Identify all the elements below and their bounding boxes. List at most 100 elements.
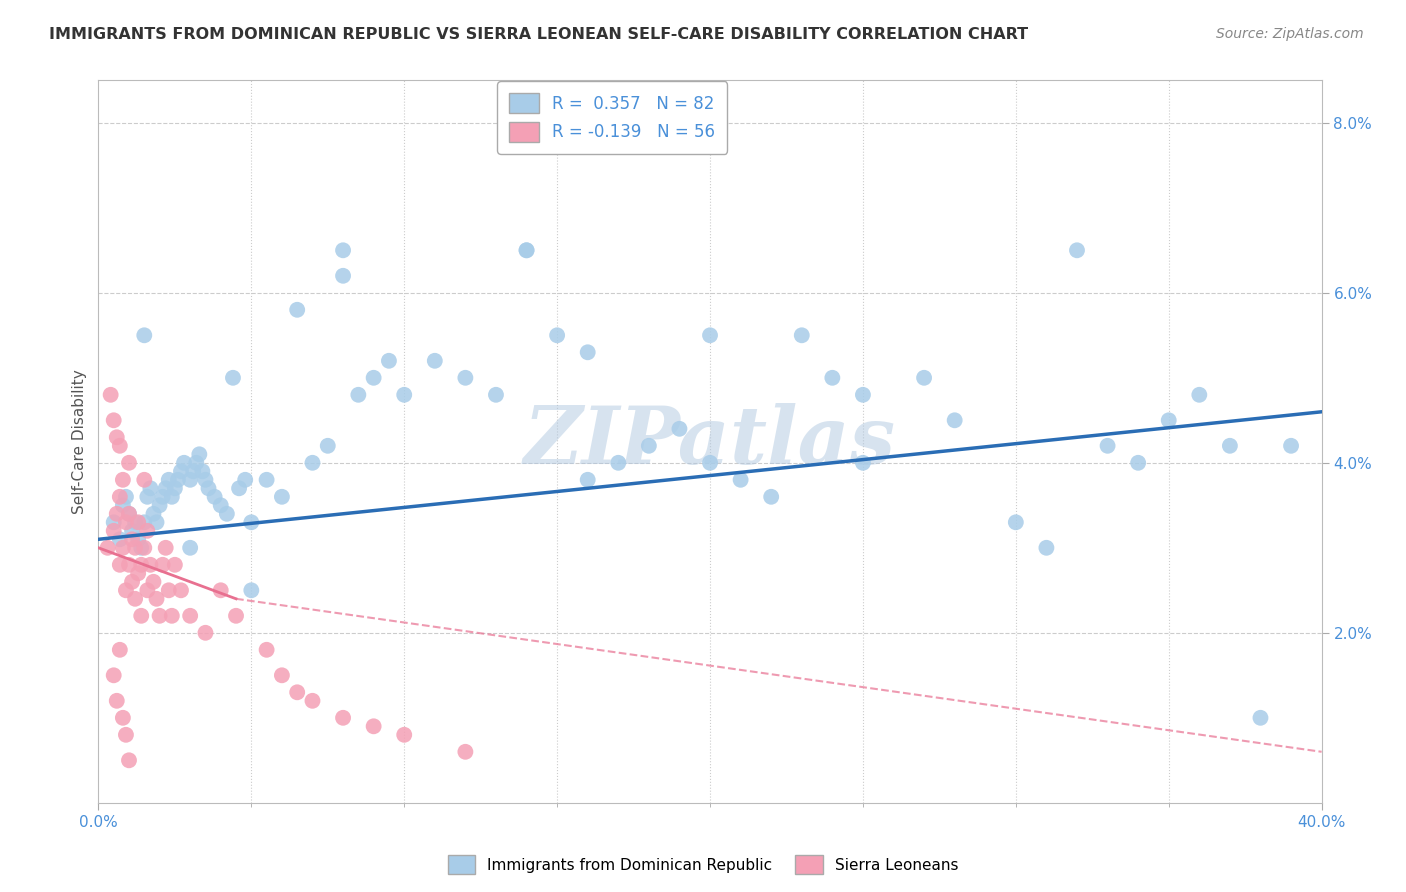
Point (121, 524, 143, 538)
Point (485, 388, 508, 402)
Point (142, 507, 165, 521)
Point (179, 541, 201, 555)
Point (197, 481, 219, 495)
Point (103, 516, 125, 530)
Point (347, 388, 370, 402)
Point (124, 591, 146, 606)
Point (1097, 439, 1119, 453)
Point (181, 464, 204, 478)
Point (316, 439, 339, 453)
Point (285, 685, 308, 699)
Point (127, 533, 149, 547)
Point (852, 456, 875, 470)
Point (179, 608, 201, 623)
Point (124, 541, 146, 555)
Point (136, 583, 159, 598)
Point (136, 490, 159, 504)
Point (118, 753, 141, 767)
Point (118, 507, 141, 521)
Point (179, 473, 201, 487)
Point (134, 541, 156, 555)
Point (134, 516, 156, 530)
Point (108, 490, 131, 504)
Point (105, 430, 128, 444)
Point (454, 745, 477, 759)
Legend: R =  0.357   N = 82, R = -0.139   N = 56: R = 0.357 N = 82, R = -0.139 N = 56 (498, 81, 727, 153)
Point (699, 456, 721, 470)
Text: IMMIGRANTS FROM DOMINICAN REPUBLIC VS SIERRA LEONEAN SELF-CARE DISABILITY CORREL: IMMIGRANTS FROM DOMINICAN REPUBLIC VS SI… (49, 27, 1028, 42)
Point (111, 711, 134, 725)
Point (378, 353, 401, 368)
Point (270, 490, 292, 504)
Point (127, 566, 149, 581)
Point (100, 388, 122, 402)
Point (124, 516, 146, 530)
Point (111, 541, 134, 555)
Point (115, 583, 138, 598)
Point (121, 574, 143, 589)
Point (759, 490, 782, 504)
Point (194, 473, 217, 487)
Point (163, 481, 186, 495)
Point (97, 541, 120, 555)
Point (912, 371, 935, 385)
Point (423, 353, 446, 368)
Point (121, 533, 143, 547)
Point (105, 507, 128, 521)
Point (943, 413, 966, 427)
Point (699, 328, 721, 343)
Text: Source: ZipAtlas.com: Source: ZipAtlas.com (1216, 27, 1364, 41)
Point (115, 728, 138, 742)
Legend: Immigrants from Dominican Republic, Sierra Leoneans: Immigrants from Dominican Republic, Sier… (441, 849, 965, 880)
Point (103, 524, 125, 538)
Point (139, 481, 162, 495)
Point (160, 490, 183, 504)
Point (301, 456, 323, 470)
Point (145, 516, 167, 530)
Point (516, 244, 538, 258)
Point (129, 558, 152, 572)
Point (730, 473, 752, 487)
Point (118, 558, 141, 572)
Point (108, 439, 131, 453)
Point (363, 371, 385, 385)
Point (516, 244, 538, 258)
Point (392, 388, 416, 402)
Point (233, 473, 256, 487)
Point (204, 490, 226, 504)
Point (790, 328, 813, 343)
Point (637, 439, 661, 453)
Point (142, 574, 165, 589)
Point (108, 533, 131, 547)
Point (821, 371, 844, 385)
Point (134, 328, 156, 343)
Point (228, 481, 250, 495)
Point (332, 244, 354, 258)
Point (225, 608, 247, 623)
Point (111, 498, 134, 512)
Point (115, 516, 138, 530)
Point (1219, 439, 1241, 453)
Point (209, 583, 232, 598)
Point (1066, 244, 1088, 258)
Point (332, 268, 354, 283)
Point (209, 498, 232, 512)
Point (256, 473, 278, 487)
Point (134, 473, 156, 487)
Point (118, 507, 141, 521)
Point (194, 625, 217, 640)
Point (167, 473, 190, 487)
Point (240, 583, 263, 598)
Point (127, 516, 149, 530)
Point (852, 388, 875, 402)
Point (155, 541, 177, 555)
Point (115, 490, 138, 504)
Point (576, 345, 599, 359)
Point (546, 328, 568, 343)
Point (240, 516, 263, 530)
Point (1004, 516, 1026, 530)
Point (129, 608, 152, 623)
Point (332, 711, 354, 725)
Point (108, 642, 131, 657)
Point (145, 591, 167, 606)
